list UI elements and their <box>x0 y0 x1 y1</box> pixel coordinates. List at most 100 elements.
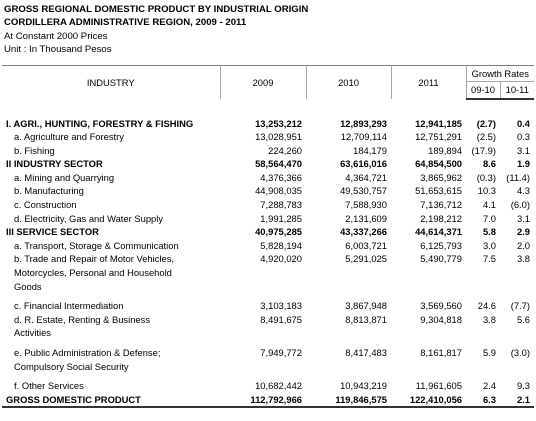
growth-1011: 5.6 <box>516 313 530 325</box>
value-2011: 6,125,793 <box>420 239 462 251</box>
report-header: GROSS REGIONAL DOMESTIC PRODUCT BY INDUS… <box>4 3 308 56</box>
industry-label-line2: Activities <box>14 327 51 339</box>
growth-1011: 3.8 <box>516 253 530 265</box>
table-row-total: GROSS DOMESTIC PRODUCT 112,792,966 119,8… <box>2 392 534 409</box>
industry-label: b. Fishing <box>14 144 55 156</box>
industry-label: a. Agriculture and Forestry <box>14 131 124 143</box>
table-row: a. Agriculture and Forestry 13,028,951 1… <box>2 130 534 144</box>
table-row: e. Public Administration & Defense; 7,94… <box>2 346 534 360</box>
value-2010: 8,813,871 <box>345 313 387 325</box>
table-row: a. Mining and Quarrying 4,376,366 4,364,… <box>2 171 534 185</box>
growth-1011: 2.0 <box>516 239 530 251</box>
growth-0910: 10.3 <box>477 185 496 197</box>
value-2009: 10,682,442 <box>255 380 302 392</box>
value-2011: 44,614,371 <box>415 226 462 238</box>
growth-0910: 6.3 <box>466 392 500 409</box>
report-title-line2: CORDILLERA ADMINISTRATIVE REGION, 2009 -… <box>4 17 247 29</box>
growth-1011: 3.1 <box>516 212 530 224</box>
value-2011: 7,136,712 <box>420 199 462 211</box>
value-2009: 5,828,194 <box>260 239 302 251</box>
value-2011: 3,865,962 <box>420 171 462 183</box>
industry-label: II INDUSTRY SECTOR <box>6 158 103 170</box>
growth-0910: (17.9) <box>471 144 497 156</box>
industry-label: a. Mining and Quarrying <box>14 171 115 183</box>
value-2011: 122,410,056 <box>391 392 466 409</box>
year-2011-header: 2011 <box>391 65 467 99</box>
value-2011: 5,490,779 <box>420 253 462 265</box>
growth-rates-header: Growth Rates <box>466 65 534 82</box>
industry-label: f. Other Services <box>14 380 84 392</box>
unit-note: Unit : In Thousand Pesos <box>4 43 112 55</box>
table-row: b. Fishing 224,260 184,179 189,894 (17.9… <box>2 144 534 158</box>
growth-1011: 3.1 <box>516 144 530 156</box>
table-row: f. Other Services 10,682,442 10,943,219 … <box>2 379 534 393</box>
growth-0910: 4.1 <box>482 199 496 211</box>
table-row: II INDUSTRY SECTOR 58,564,470 63,616,016… <box>2 157 534 171</box>
growth-1011: 0.3 <box>516 131 530 143</box>
industry-label-line2: Motorcycles, Personal and Household <box>14 267 172 279</box>
table-row: d. Electricity, Gas and Water Supply 1,9… <box>2 212 534 226</box>
growth-0910: 2.4 <box>482 380 496 392</box>
table-row: b. Trade and Repair of Motor Vehicles, 4… <box>2 252 534 266</box>
table-row-continuation: Compulsory Social Security <box>2 360 534 374</box>
growth-1011: 2.1 <box>500 392 534 409</box>
price-basis: At Constant 2000 Prices <box>4 30 108 42</box>
value-2010: 8,417,483 <box>345 347 387 358</box>
value-2010: 43,337,266 <box>340 226 387 238</box>
report-title-line1: GROSS REGIONAL DOMESTIC PRODUCT BY INDUS… <box>4 4 309 15</box>
value-2011: 8,161,817 <box>420 347 462 358</box>
growth-1011: 1.9 <box>516 158 530 170</box>
value-2011: 2,198,212 <box>420 212 462 224</box>
value-2009: 224,260 <box>268 144 302 156</box>
value-2010: 3,867,948 <box>345 300 387 312</box>
growth-0910: 5.8 <box>482 226 496 238</box>
value-2010: 6,003,721 <box>345 239 387 251</box>
table-row: I. AGRI., HUNTING, FORESTRY & FISHING 13… <box>2 117 534 131</box>
year-2010-header: 2010 <box>306 65 392 99</box>
growth-0910: 7.5 <box>482 253 496 265</box>
value-2009: 44,908,035 <box>255 185 302 197</box>
value-2010: 12,893,293 <box>340 117 387 129</box>
table-row: a. Transport, Storage & Communication 5,… <box>2 239 534 253</box>
grdp-table: INDUSTRY 2009 2010 2011 Growth Rates 09-… <box>2 65 534 409</box>
table-row: c. Financial Intermediation 3,103,183 3,… <box>2 299 534 313</box>
growth-0910-header: 09-10 <box>466 81 501 100</box>
value-2010: 4,364,721 <box>345 171 387 183</box>
industry-label-line3: Goods <box>14 280 42 292</box>
value-2010: 5,291,025 <box>345 253 387 265</box>
value-2009: 58,564,470 <box>255 158 302 170</box>
industry-label: d. Electricity, Gas and Water Supply <box>14 212 164 224</box>
growth-1011: (11.4) <box>506 171 530 183</box>
value-2009: 4,920,020 <box>260 253 302 265</box>
table-row: b. Manufacturing 44,908,035 49,530,757 5… <box>2 184 534 198</box>
value-2010: 7,588,930 <box>345 199 387 211</box>
industry-label: GROSS DOMESTIC PRODUCT <box>2 392 220 409</box>
growth-1011: (7.7) <box>510 300 530 312</box>
industry-label: e. Public Administration & Defense; <box>14 347 161 358</box>
industry-label-line2: Compulsory Social Security <box>14 360 129 372</box>
table-row-continuation: Goods <box>2 280 534 294</box>
table-row: d. R. Estate, Renting & Business 8,491,6… <box>2 313 534 327</box>
growth-0910: (2.7) <box>476 117 496 129</box>
growth-1011: (3.0) <box>510 347 530 358</box>
growth-0910: 3.0 <box>482 239 496 251</box>
growth-1011-header: 10-11 <box>500 81 534 100</box>
industry-label: d. R. Estate, Renting & Business <box>14 313 151 325</box>
growth-0910: 8.6 <box>482 158 496 170</box>
value-2011: 3,569,560 <box>420 300 462 312</box>
table-row-continuation: Activities <box>2 326 534 340</box>
value-2010: 2,131,609 <box>345 212 387 224</box>
industry-label: III SERVICE SECTOR <box>6 226 99 238</box>
industry-column-header: INDUSTRY <box>2 65 221 99</box>
value-2011: 51,653,615 <box>415 185 462 197</box>
value-2009: 3,103,183 <box>260 300 302 312</box>
industry-label: I. AGRI., HUNTING, FORESTRY & FISHING <box>6 117 194 129</box>
industry-label: c. Financial Intermediation <box>14 300 124 312</box>
value-2010: 49,530,757 <box>340 185 387 197</box>
growth-1011: 4.3 <box>516 185 530 197</box>
value-2009: 13,028,951 <box>255 131 302 143</box>
table-row-continuation: Motorcycles, Personal and Household <box>2 266 534 280</box>
value-2009: 4,376,366 <box>260 171 302 183</box>
industry-label: b. Manufacturing <box>14 185 84 197</box>
industry-label: b. Trade and Repair of Motor Vehicles, <box>14 253 174 265</box>
